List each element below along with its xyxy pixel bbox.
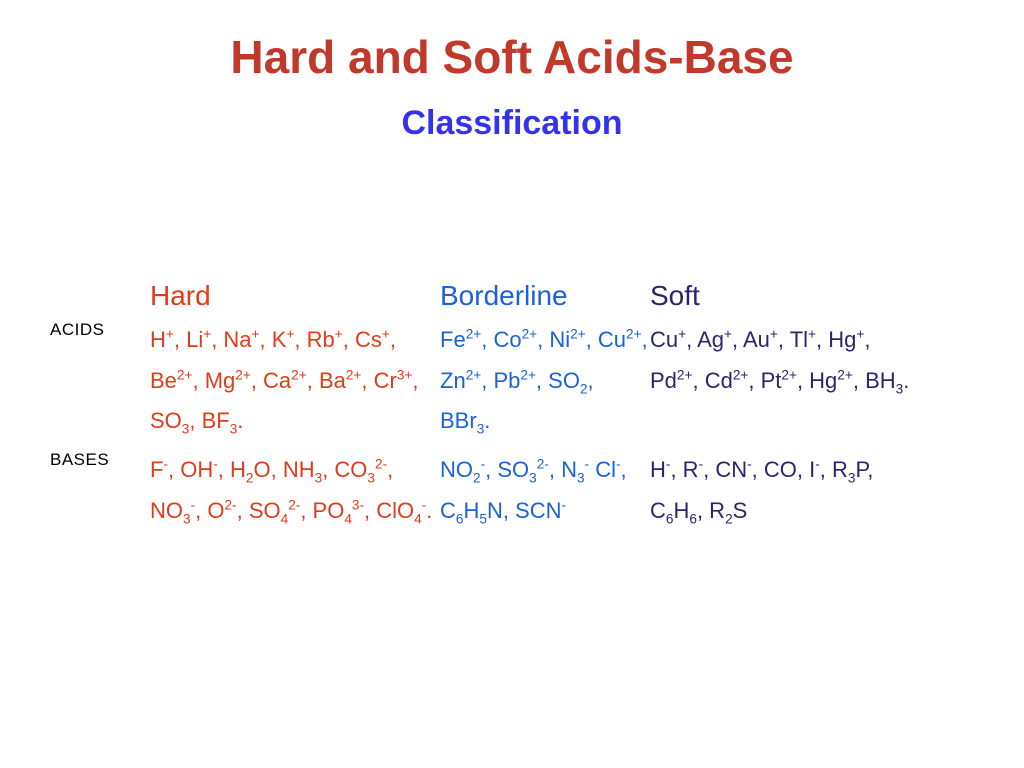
- spacer: [50, 442, 910, 450]
- spacer: [50, 280, 150, 312]
- cell-bases-hard: F-, OH-, H2O, NH3, CO32-, NO3-, O2-, SO4…: [150, 450, 440, 531]
- slide: Hard and Soft Acids-Base Classification …: [0, 0, 1024, 768]
- cell-acids-hard: H+, Li+, Na+, K+, Rb+, Cs+, Be2+, Mg2+, …: [150, 320, 440, 442]
- cell-acids-borderline: Fe2+, Co2+, Ni2+, Cu2+, Zn2+, Pb2+, SO2,…: [440, 320, 650, 442]
- row-label-acids: ACIDS: [50, 320, 150, 442]
- subtitle: Classification: [50, 104, 974, 143]
- cell-bases-borderline: NO2-, SO32-, N3- Cl-, C6H5N, SCN-: [440, 450, 650, 531]
- cell-acids-soft: Cu+, Ag+, Au+, Tl+, Hg+, Pd2+, Cd2+, Pt2…: [650, 320, 910, 442]
- col-head-soft: Soft: [650, 280, 910, 312]
- classification-table: Hard Borderline Soft ACIDS H+, Li+, Na+,…: [50, 280, 974, 531]
- cell-bases-soft: H-, R-, CN-, CO, I-, R3P, C6H6, R2S: [650, 450, 910, 531]
- spacer: [50, 312, 910, 320]
- col-head-hard: Hard: [150, 280, 440, 312]
- row-label-bases: BASES: [50, 450, 150, 531]
- col-head-borderline: Borderline: [440, 280, 650, 312]
- page-title: Hard and Soft Acids-Base: [50, 30, 974, 84]
